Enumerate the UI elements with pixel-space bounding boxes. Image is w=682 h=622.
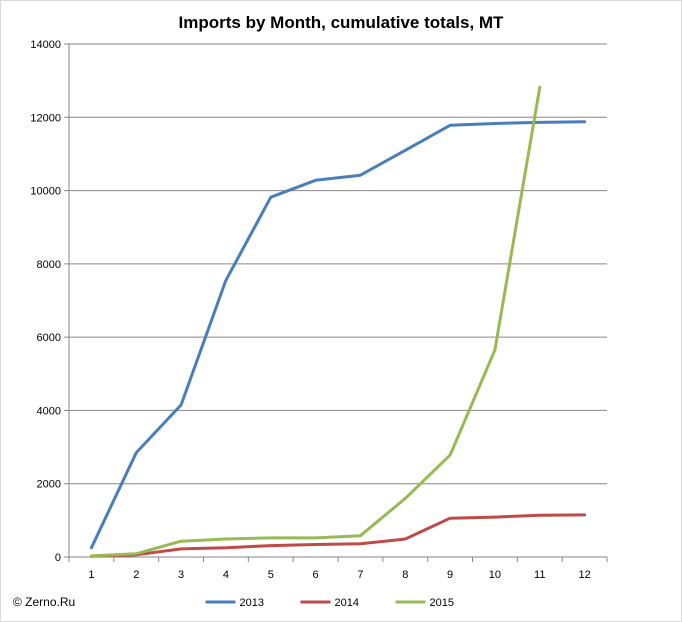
- x-tick-label: 6: [313, 569, 319, 581]
- credit-text: © Zerno.Ru: [13, 595, 75, 609]
- x-tick-label: 11: [534, 569, 545, 581]
- x-tick-label: 1: [88, 569, 94, 581]
- x-tick-label: 2: [133, 569, 139, 581]
- y-tick-label: 4000: [37, 405, 61, 417]
- y-tick-label: 10000: [30, 186, 61, 198]
- series-line-2013: [89, 120, 587, 550]
- y-tick-label: 12000: [30, 112, 61, 124]
- series-lines: [89, 85, 587, 558]
- x-tick-label: 12: [578, 569, 590, 581]
- chart-title: Imports by Month, cumulative totals, MT: [179, 13, 505, 32]
- y-tick-label: 2000: [37, 479, 61, 491]
- y-tick-label: 0: [55, 552, 61, 564]
- series-line-2014: [89, 513, 587, 558]
- legend-label-2015: 2015: [430, 597, 454, 609]
- x-tick-label: 10: [489, 569, 501, 581]
- series-line-2015: [89, 85, 542, 558]
- x-tick-label: 3: [178, 569, 184, 581]
- x-tick-label: 7: [357, 569, 363, 581]
- x-tick-label: 4: [223, 569, 229, 581]
- y-tick-label: 8000: [37, 259, 61, 271]
- x-tick-label: 9: [447, 569, 453, 581]
- y-tick-label: 14000: [30, 39, 61, 51]
- legend: 2013 2014 2015: [205, 597, 454, 609]
- gridlines: [69, 43, 607, 485]
- y-tick-label: 6000: [37, 332, 61, 344]
- x-tick-label: 8: [402, 569, 408, 581]
- x-tick-label: 5: [268, 569, 274, 581]
- legend-label-2013: 2013: [240, 597, 264, 609]
- legend-label-2014: 2014: [335, 597, 359, 609]
